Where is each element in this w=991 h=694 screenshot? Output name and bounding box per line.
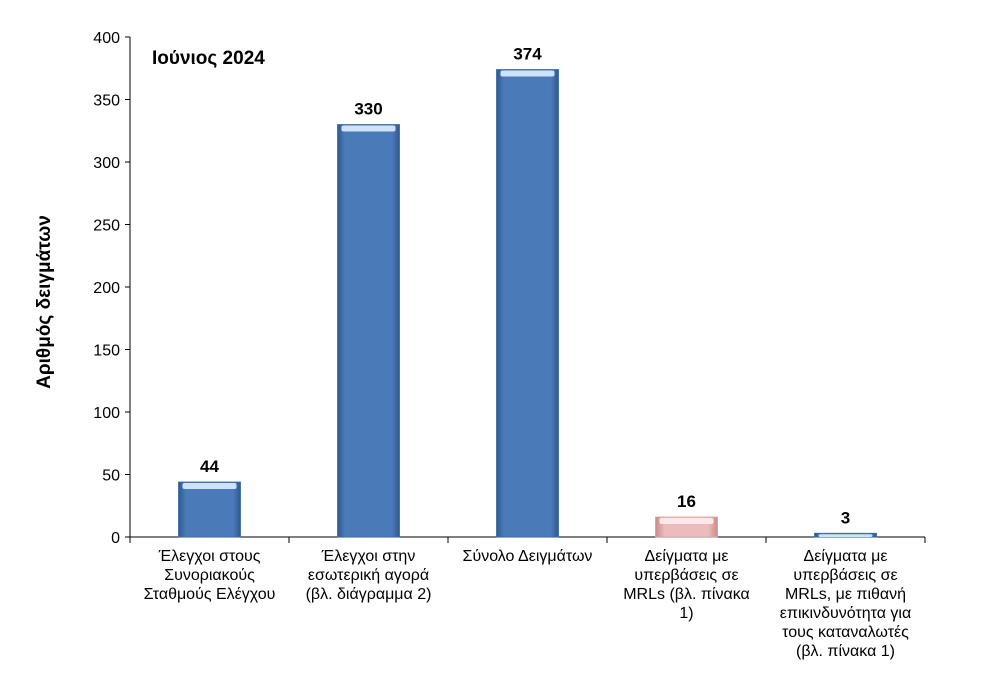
bar-highlight: [818, 534, 873, 537]
y-tick-label: 200: [93, 280, 120, 297]
bar: [178, 481, 241, 538]
y-tick-label: 150: [93, 343, 120, 360]
data-labels: 44 330 374 16 3: [200, 45, 850, 528]
bar: [337, 124, 400, 538]
x-category-label: Έλεγχοι στην εσωτερική αγορά (βλ. διάγρα…: [305, 548, 432, 603]
y-tick-label: 250: [93, 218, 120, 235]
y-tick-label: 50: [102, 468, 120, 485]
axes: 0 50 100 150 200 250 300 350 400: [93, 30, 926, 547]
y-tick-label: 100: [93, 405, 120, 422]
bar-highlight: [500, 70, 555, 77]
data-label: 330: [354, 100, 382, 119]
bars: [178, 69, 877, 538]
y-tick-label: 400: [93, 30, 120, 47]
bar-highlight: [659, 518, 714, 524]
x-category-label: Δείγματα με υπερβάσεις σε MRLs (βλ. πίνα…: [623, 548, 750, 622]
data-label: 16: [677, 492, 696, 511]
y-tick-label: 300: [93, 155, 120, 172]
bar: [496, 69, 559, 538]
data-label: 374: [513, 45, 542, 64]
data-label: 44: [200, 457, 219, 476]
y-tick-label: 350: [93, 93, 120, 110]
bar-highlight: [182, 483, 237, 489]
data-label: 3: [841, 508, 850, 527]
y-axis-label: Αριθμός δειγμάτων: [34, 215, 55, 389]
x-category-label: Έλεγχοι στους Συνοριακούς Σταθμούς Ελέγχ…: [143, 548, 276, 603]
x-category-label: Σύνολο Δειγμάτων: [462, 548, 593, 565]
y-tick-label: 0: [111, 530, 120, 547]
chart-title: Ιούνιος 2024: [152, 48, 265, 69]
x-category-label: Δείγματα με υπερβάσεις σε MRLs, με πιθαν…: [779, 548, 912, 660]
bar-highlight: [341, 125, 396, 132]
